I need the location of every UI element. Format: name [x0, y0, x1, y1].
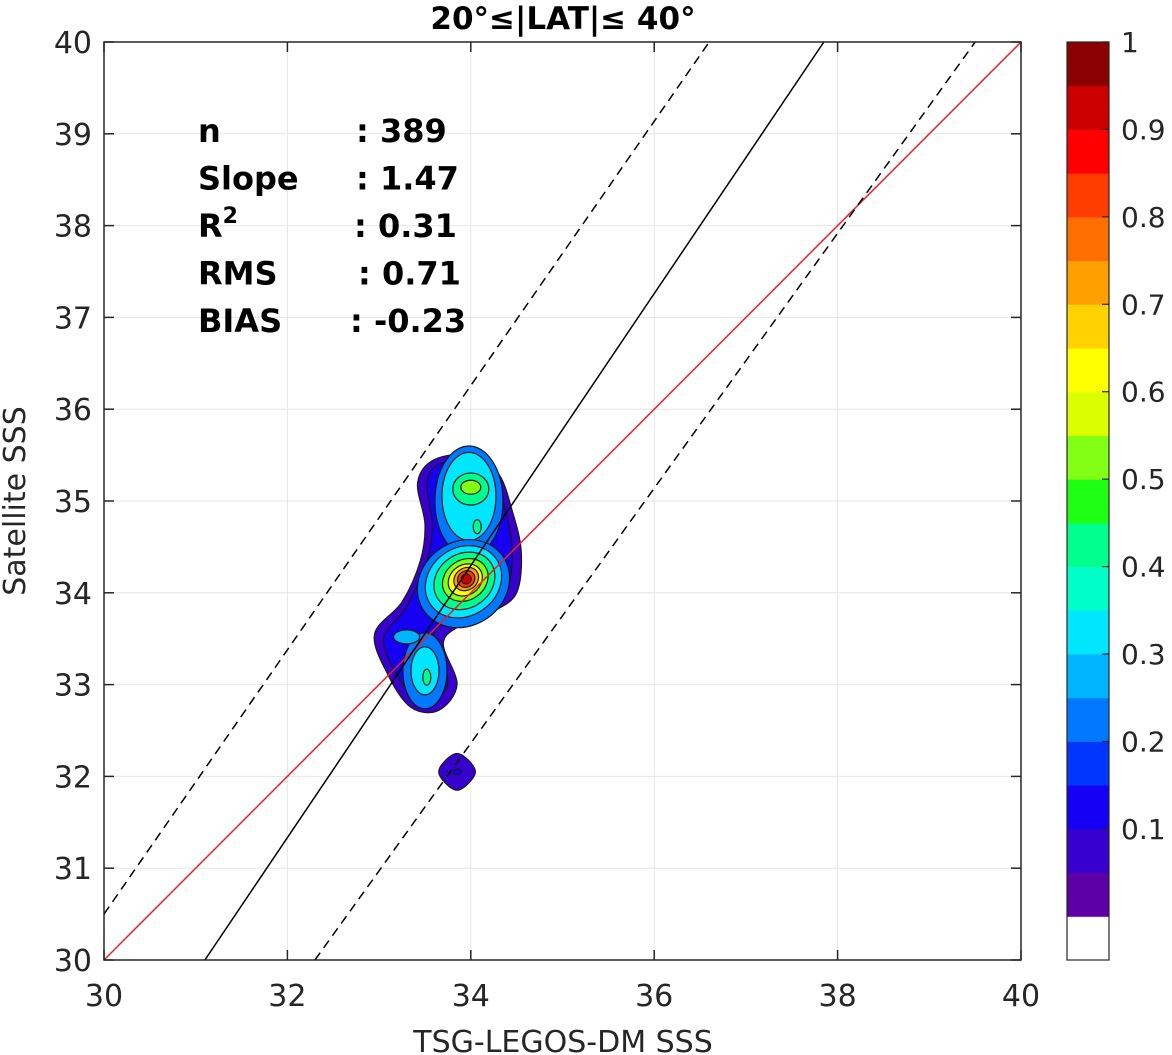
colorbar-tick-label: 0.1 [1121, 813, 1166, 846]
stat-value: : 0.31 [354, 207, 457, 245]
contour-level [452, 768, 462, 776]
colorbar: 0.1 0.2 0.3 0.4 0.5 0.6 0.7 0.8 0.9 1 [1066, 26, 1166, 961]
colorbar-frame [1066, 41, 1110, 961]
grid [103, 41, 1022, 961]
stat-value: : -0.23 [350, 302, 466, 340]
contour-level [460, 479, 482, 495]
y-tick-label: 30 [54, 944, 92, 979]
colorbar-level [1067, 173, 1109, 218]
stat-label-superscript: 2 [223, 204, 238, 229]
colorbar-level [1067, 566, 1109, 611]
colorbar-tick-label: 0.2 [1121, 725, 1166, 758]
x-tick-label: 36 [635, 979, 673, 1014]
colorbar-level [1067, 348, 1109, 393]
stat-value: : 389 [356, 112, 447, 150]
colorbar-tick-label: 0.9 [1121, 113, 1166, 146]
line-lower_bound [314, 42, 976, 960]
x-tick-label: 40 [1002, 979, 1040, 1014]
colorbar-level [1067, 304, 1109, 349]
line-upper_bound [104, 42, 710, 915]
x-axis-label: TSG-LEGOS-DM SSS [412, 1025, 713, 1055]
stat-value: : 0.71 [358, 255, 461, 293]
y-tick-label: 36 [54, 393, 92, 428]
line-regression [204, 42, 825, 960]
contour-level [422, 668, 432, 686]
stat-value: : 1.47 [356, 160, 459, 198]
colorbar-level [1067, 697, 1109, 742]
colorbar-tick-label: 1 [1121, 26, 1139, 59]
y-tick-label: 32 [54, 760, 92, 795]
y-axis-label: Satellite SSS [0, 406, 33, 596]
stat-label-text: n [198, 112, 221, 150]
density-contours [373, 445, 523, 791]
colorbar-level [1067, 828, 1109, 874]
colorbar-tick-label: 0.4 [1121, 551, 1166, 584]
colorbar-level [1067, 741, 1109, 786]
colorbar-level [1067, 916, 1109, 961]
y-tick-label: 39 [54, 118, 92, 153]
colorbar-level [1067, 654, 1109, 699]
colorbar-level [1067, 785, 1109, 830]
y-tick-label: 37 [54, 301, 92, 336]
x-tick-label: 38 [819, 979, 857, 1014]
stat-label-text: Slope [198, 160, 299, 198]
y-tick-label: 33 [54, 669, 92, 704]
colorbar-tick-label: 0.8 [1121, 201, 1166, 234]
colorbar-level [1067, 85, 1109, 130]
y-tick-label: 35 [54, 485, 92, 520]
line-one_to_one [104, 42, 1021, 960]
stat-label: R2 [198, 204, 238, 245]
stats-box: n : 389 Slope : 1.47 R2 : 0.31 RMS : 0.71 BIAS : … [198, 112, 466, 340]
colorbar-level [1067, 522, 1109, 568]
contour-level [472, 519, 482, 535]
axis-ticks: 30 32 34 36 38 40 30 31 32 33 34 35 36 37 38 39 40 [54, 26, 1040, 1014]
y-tick-label: 34 [54, 577, 92, 612]
colorbar-tick-label: 0.5 [1121, 463, 1166, 496]
stat-label: BIAS [198, 302, 282, 340]
x-tick-label: 34 [452, 979, 490, 1014]
colorbar-level [1067, 260, 1109, 305]
y-tick-label: 31 [54, 852, 92, 887]
y-tick-label: 40 [54, 26, 92, 61]
y-tick-label: 38 [54, 210, 92, 245]
colorbar-level [1067, 435, 1109, 480]
colorbar-tick-label: 0.6 [1121, 376, 1166, 409]
x-tick-label: 30 [85, 979, 123, 1014]
colorbar-level [1067, 42, 1109, 87]
stat-label-text: BIAS [198, 302, 282, 340]
stat-label-text: RMS [198, 255, 278, 293]
colorbar-tick-label: 0.3 [1121, 638, 1166, 671]
stat-label: Slope [198, 160, 299, 198]
stat-label-text: R [198, 207, 223, 245]
colorbar-level [1067, 872, 1109, 917]
x-tick-label: 32 [268, 979, 306, 1014]
stat-label: n [198, 112, 221, 150]
colorbar-level [1067, 479, 1109, 524]
colorbar-tick-label: 0.7 [1121, 288, 1166, 321]
reference-lines [104, 42, 1021, 960]
colorbar-level [1067, 610, 1109, 655]
contour-level [393, 629, 421, 645]
colorbar-level [1067, 391, 1109, 436]
colorbar-level [1067, 129, 1109, 174]
colorbar-level [1067, 216, 1109, 262]
stat-label: RMS [198, 255, 278, 293]
chart-title: 20°≤|LAT|≤ 40° [430, 1, 695, 37]
